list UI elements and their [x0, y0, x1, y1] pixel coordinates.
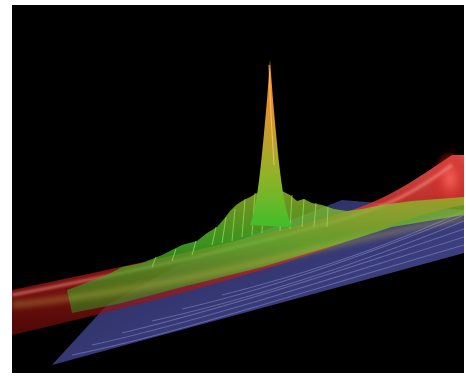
tube-end	[434, 153, 464, 205]
surface-render	[12, 5, 464, 373]
main-peak	[250, 60, 292, 227]
peak-highlight	[268, 64, 275, 166]
surface-fringe	[12, 214, 464, 308]
green-surface	[67, 173, 464, 313]
